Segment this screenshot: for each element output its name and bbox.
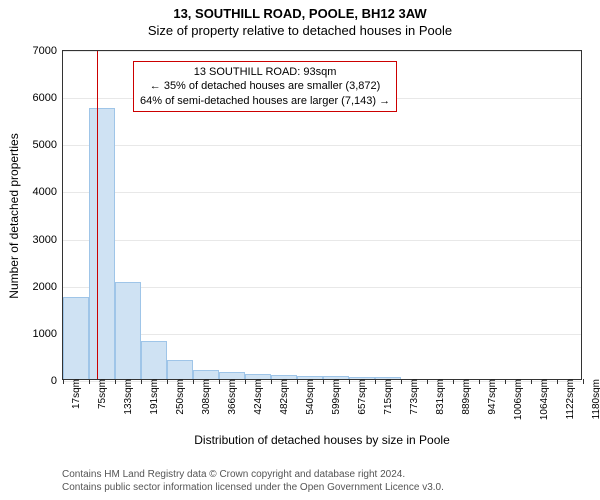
x-tick-label: 75sqm — [93, 379, 108, 409]
histogram-bar — [115, 282, 140, 379]
histogram-bar — [245, 374, 270, 379]
x-tick-label: 424sqm — [249, 379, 264, 415]
x-tick-label: 250sqm — [171, 379, 186, 415]
x-tick-mark — [531, 379, 532, 384]
x-tick-mark — [453, 379, 454, 384]
x-tick-label: 831sqm — [431, 379, 446, 415]
x-tick-mark — [557, 379, 558, 384]
footer-line-2: Contains public sector information licen… — [62, 481, 444, 494]
x-tick-mark — [63, 379, 64, 384]
x-tick-label: 889sqm — [457, 379, 472, 415]
x-tick-mark — [505, 379, 506, 384]
x-tick-mark — [427, 379, 428, 384]
callout-box: 13 SOUTHILL ROAD: 93sqm← 35% of detached… — [133, 61, 397, 112]
histogram-bar — [141, 341, 166, 379]
x-tick-mark — [401, 379, 402, 384]
y-gridline — [63, 192, 581, 193]
x-tick-mark — [141, 379, 142, 384]
page-title: 13, SOUTHILL ROAD, POOLE, BH12 3AW — [0, 0, 600, 21]
x-tick-label: 715sqm — [379, 379, 394, 415]
callout-line2: ← 35% of detached houses are smaller (3,… — [140, 79, 390, 93]
x-tick-mark — [245, 379, 246, 384]
x-tick-label: 133sqm — [119, 379, 134, 415]
x-tick-label: 947sqm — [483, 379, 498, 415]
x-axis-title: Distribution of detached houses by size … — [63, 433, 581, 447]
x-tick-label: 17sqm — [67, 379, 82, 409]
x-tick-mark — [479, 379, 480, 384]
x-tick-mark — [167, 379, 168, 384]
x-tick-label: 1180sqm — [587, 379, 600, 419]
x-tick-mark — [219, 379, 220, 384]
footer-line-1: Contains HM Land Registry data © Crown c… — [62, 468, 444, 481]
x-tick-label: 366sqm — [223, 379, 238, 415]
x-tick-label: 657sqm — [353, 379, 368, 415]
footer-attribution: Contains HM Land Registry data © Crown c… — [62, 468, 444, 494]
x-tick-mark — [323, 379, 324, 384]
y-tick-label: 6000 — [33, 92, 63, 104]
histogram-bar — [167, 360, 192, 379]
y-tick-label: 2000 — [33, 281, 63, 293]
x-tick-label: 540sqm — [301, 379, 316, 415]
x-tick-label: 308sqm — [197, 379, 212, 415]
highlight-marker-line — [97, 51, 98, 379]
x-tick-mark — [349, 379, 350, 384]
histogram-bar — [193, 370, 218, 379]
x-tick-label: 191sqm — [145, 379, 160, 415]
x-tick-label: 1122sqm — [561, 379, 576, 419]
histogram-bar — [63, 297, 88, 380]
y-tick-label: 3000 — [33, 234, 63, 246]
x-tick-label: 1006sqm — [509, 379, 524, 420]
y-gridline — [63, 145, 581, 146]
x-tick-mark — [375, 379, 376, 384]
histogram-bar — [297, 376, 322, 379]
y-tick-label: 1000 — [33, 328, 63, 340]
x-tick-label: 482sqm — [275, 379, 290, 415]
x-tick-mark — [115, 379, 116, 384]
x-tick-label: 773sqm — [405, 379, 420, 415]
y-tick-label: 4000 — [33, 186, 63, 198]
histogram-bar — [219, 372, 244, 379]
x-tick-mark — [89, 379, 90, 384]
histogram-bar — [271, 375, 296, 379]
histogram-bar — [375, 377, 400, 379]
x-tick-label: 599sqm — [327, 379, 342, 415]
y-axis-title: Number of detached properties — [7, 133, 21, 298]
x-tick-mark — [297, 379, 298, 384]
callout-line1: 13 SOUTHILL ROAD: 93sqm — [140, 65, 390, 79]
y-tick-label: 0 — [51, 375, 63, 387]
x-tick-label: 1064sqm — [535, 379, 550, 420]
callout-line3: 64% of semi-detached houses are larger (… — [140, 94, 390, 108]
histogram-bar — [349, 377, 374, 379]
page-subtitle: Size of property relative to detached ho… — [0, 21, 600, 42]
y-gridline — [63, 240, 581, 241]
chart-plot-area: 01000200030004000500060007000Number of d… — [62, 50, 582, 380]
y-gridline — [63, 51, 581, 52]
x-tick-mark — [271, 379, 272, 384]
histogram-bar — [89, 108, 114, 379]
y-tick-label: 7000 — [33, 45, 63, 57]
y-tick-label: 5000 — [33, 139, 63, 151]
histogram-bar — [323, 376, 348, 379]
x-tick-mark — [583, 379, 584, 384]
x-tick-mark — [193, 379, 194, 384]
